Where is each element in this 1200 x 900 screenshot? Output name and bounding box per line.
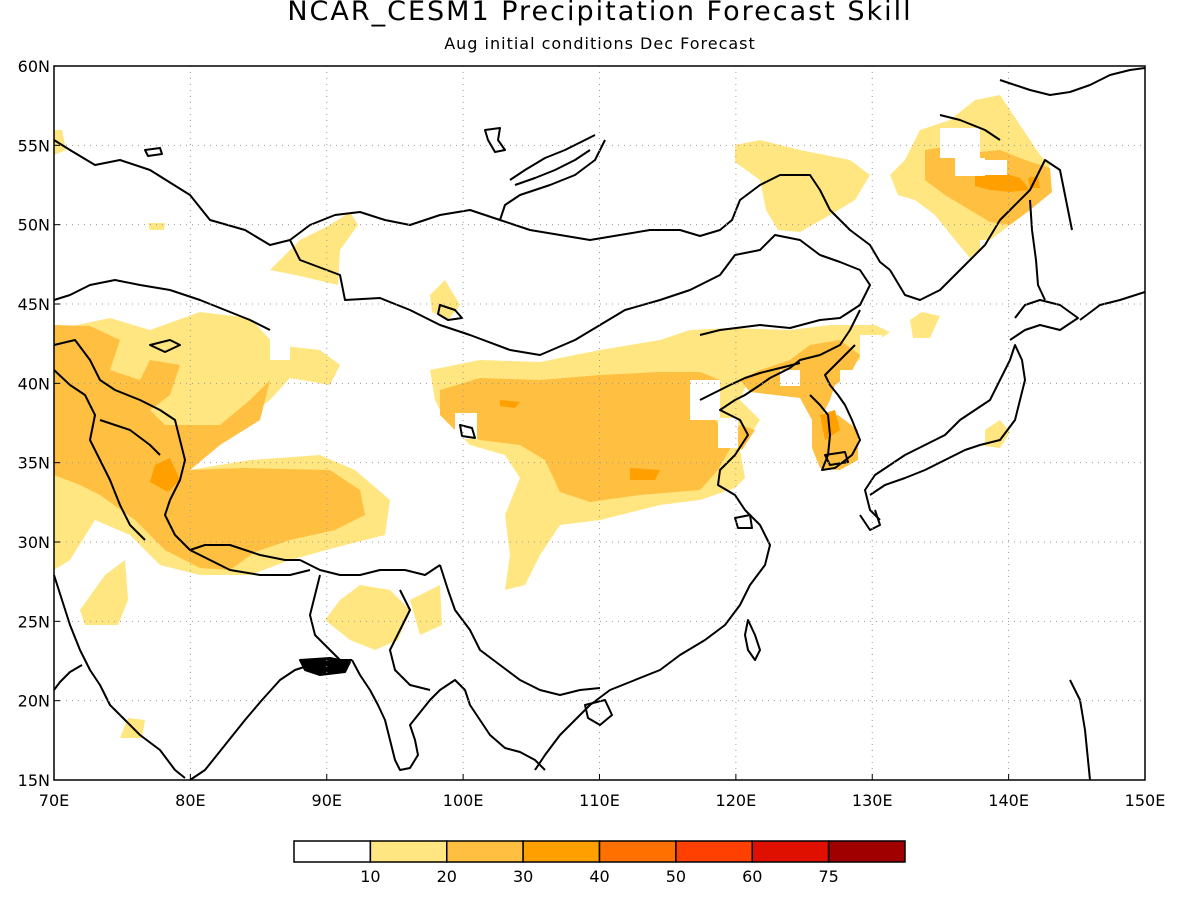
lat-tick-label: 15N (18, 771, 50, 790)
lat-tick-label: 30N (18, 533, 50, 552)
skill-shading (54, 95, 1052, 738)
map-subtitle: Aug initial conditions Dec Forecast (444, 34, 756, 53)
colorbar-swatch (446, 840, 524, 863)
lon-tick-label: 110E (579, 791, 620, 810)
colorbar-swatch (293, 840, 372, 863)
gridlines (54, 66, 1145, 780)
lon-tick-label: 80E (175, 791, 205, 810)
lon-tick-label: 130E (852, 791, 893, 810)
colorbar-label: 40 (589, 867, 609, 886)
lat-tick-label: 55N (18, 136, 50, 155)
mask-cells (270, 128, 1007, 448)
colorbar-label: 50 (666, 867, 686, 886)
lat-tick-label: 50N (18, 216, 50, 235)
colorbar-label: 30 (513, 867, 533, 886)
colorbar-swatch (675, 840, 753, 863)
lon-tick-label: 90E (312, 791, 342, 810)
lat-tick-label: 20N (18, 692, 50, 711)
lat-tick-label: 25N (18, 612, 50, 631)
colorbar-swatch (751, 840, 830, 863)
colorbar-label: 75 (818, 867, 838, 886)
lon-tick-label: 140E (988, 791, 1029, 810)
lon-tick-label: 100E (443, 791, 484, 810)
colorbar-label: 60 (742, 867, 762, 886)
lon-tick-label: 150E (1125, 791, 1166, 810)
colorbar: 10 20 30 40 50 60 75 (293, 840, 906, 886)
colorbar-swatch (598, 840, 677, 863)
lat-tick-label: 60N (18, 57, 50, 76)
colorbar-swatch (827, 840, 906, 863)
longitude-axis: 70E 80E 90E 100E 110E 120E 130E 140E 150E (39, 774, 1166, 810)
latitude-axis: 15N 20N 25N 30N 35N 40N 45N 50N 55N 60N (18, 57, 60, 790)
coastlines (53, 67, 1146, 781)
map-title: NCAR_CESM1 Precipitation Forecast Skill (287, 0, 913, 27)
lat-tick-label: 35N (18, 454, 50, 473)
colorbar-label: 10 (360, 867, 380, 886)
lat-tick-label: 45N (18, 295, 50, 314)
colorbar-label: 20 (437, 867, 457, 886)
lon-tick-label: 120E (716, 791, 757, 810)
lon-tick-label: 70E (39, 791, 69, 810)
lat-tick-label: 40N (18, 374, 50, 393)
colorbar-swatch (369, 840, 448, 863)
colorbar-swatch (522, 840, 601, 863)
